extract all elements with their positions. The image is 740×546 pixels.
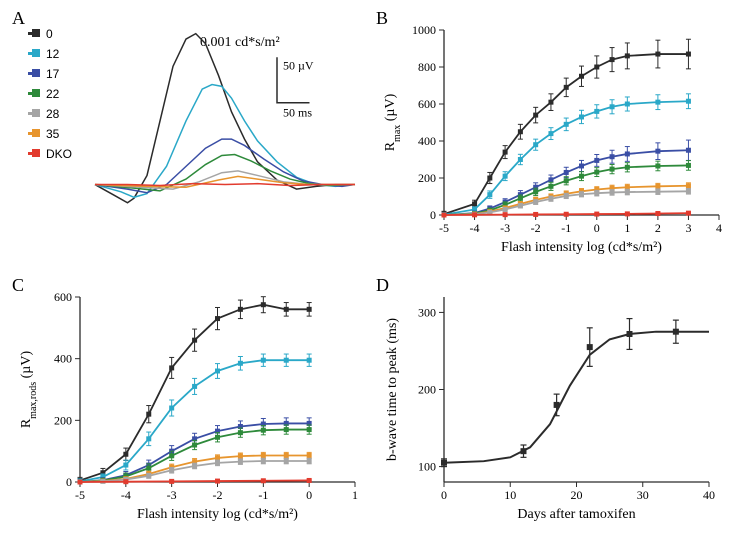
- svg-text:-4: -4: [121, 488, 131, 502]
- panel-C-label: C: [12, 275, 24, 296]
- svg-text:1: 1: [624, 221, 630, 235]
- svg-text:-1: -1: [258, 488, 268, 502]
- svg-text:-5: -5: [439, 221, 449, 235]
- svg-text:Flash intensity log (cd*s/m²): Flash intensity log (cd*s/m²): [501, 240, 662, 255]
- svg-text:2: 2: [655, 221, 661, 235]
- svg-text:3: 3: [685, 221, 691, 235]
- svg-text:600: 600: [54, 290, 72, 304]
- panel-A: A 0.001 cd*s/m² 0 12 17 22 28 35 DKO 50 µV 50 ms: [10, 10, 366, 269]
- svg-text:-1: -1: [561, 221, 571, 235]
- svg-text:22: 22: [46, 87, 60, 101]
- panel-A-label: A: [12, 8, 25, 29]
- svg-text:200: 200: [54, 413, 72, 427]
- panel-D-label: D: [376, 275, 389, 296]
- svg-text:200: 200: [418, 383, 436, 397]
- figure-grid: A 0.001 cd*s/m²01217222835DKO50 µV50 ms …: [10, 10, 730, 536]
- svg-text:1: 1: [352, 488, 358, 502]
- svg-text:300: 300: [418, 305, 436, 319]
- svg-text:b-wave time to peak (ms): b-wave time to peak (ms): [385, 318, 400, 461]
- svg-text:Rmax,rods (µV): Rmax,rods (µV): [19, 351, 39, 429]
- svg-text:-2: -2: [213, 488, 223, 502]
- svg-text:600: 600: [418, 97, 436, 111]
- svg-text:30: 30: [637, 488, 649, 502]
- panel-D: D 0 10 20 30 40 100 200 300 Days after tamoxifen…: [374, 277, 730, 536]
- panel-A-chart: 0.001 cd*s/m² 0 12 17 22 28 35 DKO 50 µV 50 ms: [10, 10, 365, 265]
- svg-text:Rmax (µV): Rmax (µV): [383, 93, 403, 151]
- svg-text:0: 0: [306, 488, 312, 502]
- svg-text:800: 800: [418, 60, 436, 74]
- svg-text:4: 4: [716, 221, 722, 235]
- svg-text:17: 17: [46, 67, 60, 81]
- svg-text:20: 20: [571, 488, 583, 502]
- svg-text:-5: -5: [75, 488, 85, 502]
- svg-text:35: 35: [46, 127, 60, 141]
- svg-text:-2: -2: [531, 221, 541, 235]
- svg-text:Days after tamoxifen: Days after tamoxifen: [517, 507, 635, 522]
- svg-text:-3: -3: [500, 221, 510, 235]
- svg-text:100: 100: [418, 460, 436, 474]
- panel-D-chart: 0 10 20 30 40 100 200 300 Days after tamoxifen b-…: [374, 277, 729, 532]
- svg-text:0: 0: [430, 208, 436, 222]
- svg-text:-4: -4: [470, 221, 480, 235]
- panel-B-chart: -5 -4 -3 -2 -1 0 1 2 3 4 0 200 400 600 800 1000 Flash in…: [374, 10, 729, 265]
- svg-text:-3: -3: [167, 488, 177, 502]
- svg-text:0.001 cd*s/m²: 0.001 cd*s/m²: [200, 35, 280, 50]
- svg-text:200: 200: [418, 171, 436, 185]
- svg-text:12: 12: [46, 47, 60, 61]
- panel-C: C -5 -4 -3 -2 -1 0 1 0 200 400 600 Flash intensity …: [10, 277, 366, 536]
- svg-text:50 µV: 50 µV: [283, 58, 314, 72]
- panel-B-label: B: [376, 8, 388, 29]
- svg-text:Flash intensity log (cd*s/m²): Flash intensity log (cd*s/m²): [137, 507, 298, 522]
- svg-text:400: 400: [54, 352, 72, 366]
- svg-text:0: 0: [46, 27, 53, 41]
- svg-text:40: 40: [703, 488, 715, 502]
- svg-text:0: 0: [594, 221, 600, 235]
- svg-text:0: 0: [66, 475, 72, 489]
- svg-text:0: 0: [441, 488, 447, 502]
- svg-text:DKO: DKO: [46, 147, 72, 161]
- svg-text:28: 28: [46, 107, 60, 121]
- svg-text:400: 400: [418, 134, 436, 148]
- svg-text:10: 10: [504, 488, 516, 502]
- panel-C-chart: -5 -4 -3 -2 -1 0 1 0 200 400 600 Flash intensity lo…: [10, 277, 365, 532]
- panel-B: B -5 -4 -3 -2 -1 0 1 2 3 4 0 200 400 600 800 1000 Flash …: [374, 10, 730, 269]
- svg-text:50 ms: 50 ms: [283, 106, 312, 120]
- svg-text:1000: 1000: [412, 23, 436, 37]
